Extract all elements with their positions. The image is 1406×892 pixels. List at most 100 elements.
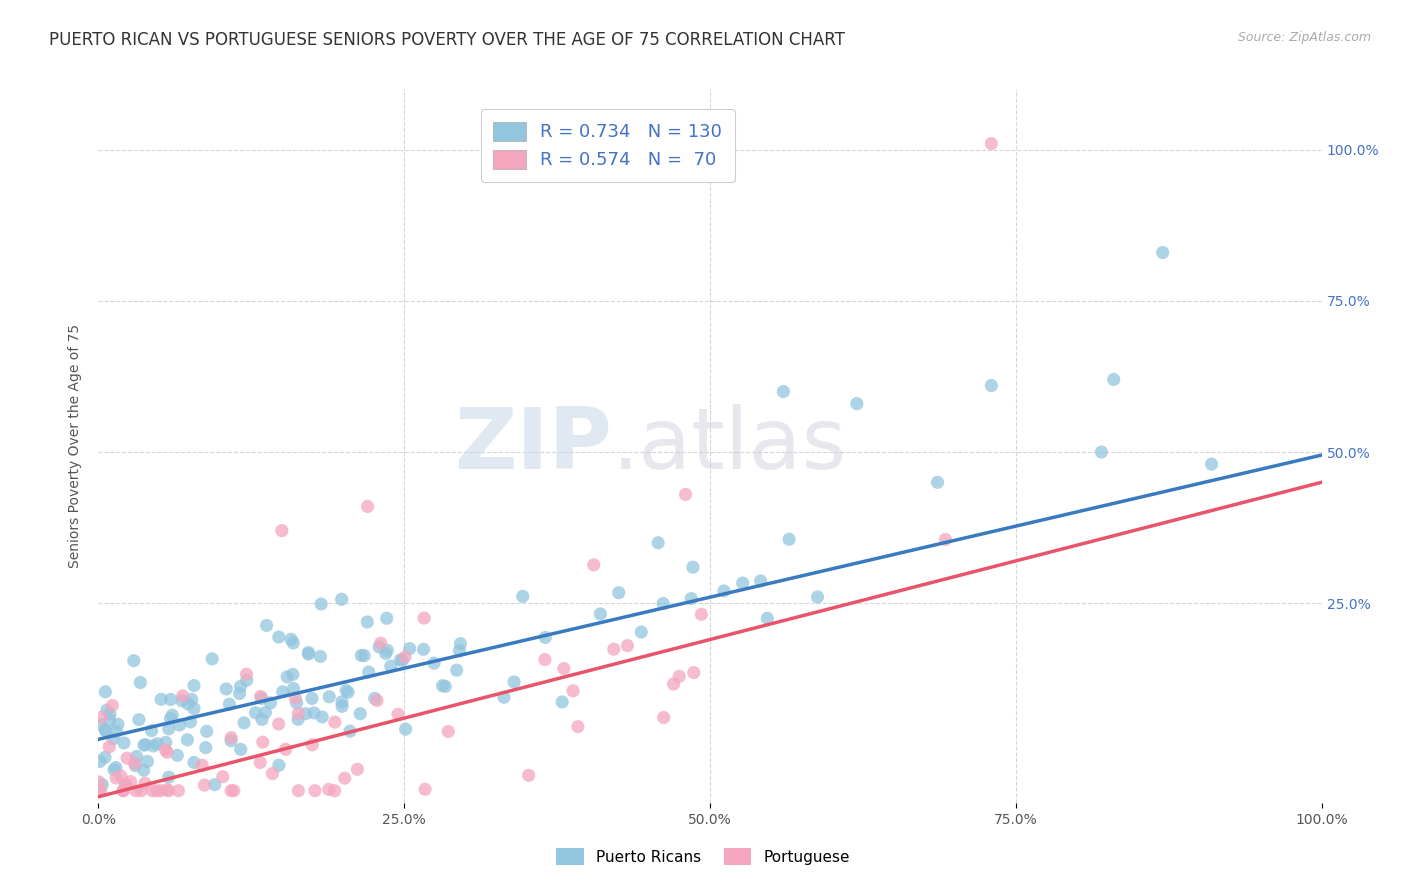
Point — [136, 755, 159, 769]
Point — [89, 755, 111, 769]
Point — [682, 560, 704, 574]
Point — [335, 683, 357, 698]
Point — [132, 738, 155, 752]
Point — [149, 783, 172, 797]
Point — [276, 670, 298, 684]
Point — [94, 685, 117, 699]
Point — [167, 783, 190, 797]
Point — [183, 701, 205, 715]
Point — [87, 774, 110, 789]
Point — [107, 717, 129, 731]
Point — [195, 724, 218, 739]
Point — [778, 533, 800, 547]
Point — [356, 500, 378, 514]
Point — [218, 697, 240, 711]
Point — [285, 696, 308, 710]
Point — [101, 698, 124, 713]
Point — [357, 665, 380, 679]
Point — [616, 639, 638, 653]
Point — [647, 536, 669, 550]
Point — [101, 731, 124, 746]
Point — [682, 665, 704, 680]
Point — [318, 782, 340, 797]
Point — [204, 778, 226, 792]
Point — [270, 524, 294, 538]
Point — [155, 735, 177, 749]
Point — [304, 783, 326, 797]
Point — [104, 761, 127, 775]
Point — [177, 697, 200, 711]
Point — [115, 751, 138, 765]
Point — [394, 722, 416, 736]
Point — [103, 763, 125, 777]
Point — [250, 691, 273, 706]
Point — [330, 592, 353, 607]
Point — [183, 679, 205, 693]
Point — [125, 749, 148, 764]
Point — [114, 777, 136, 791]
Point — [180, 692, 202, 706]
Point — [259, 696, 281, 710]
Point — [87, 783, 110, 797]
Point — [375, 611, 398, 625]
Point — [934, 533, 956, 547]
Point — [413, 611, 436, 625]
Point — [375, 643, 398, 657]
Point — [394, 650, 416, 665]
Point — [98, 739, 121, 754]
Point — [166, 748, 188, 763]
Point — [437, 724, 460, 739]
Point — [194, 740, 217, 755]
Point — [112, 736, 135, 750]
Point — [283, 681, 305, 696]
Point — [150, 692, 173, 706]
Point — [157, 722, 180, 736]
Point — [363, 691, 385, 706]
Point — [772, 384, 794, 399]
Point — [94, 723, 117, 738]
Point — [211, 770, 233, 784]
Point — [219, 783, 242, 797]
Point — [652, 597, 675, 611]
Point — [412, 642, 434, 657]
Point — [134, 776, 156, 790]
Point — [159, 692, 181, 706]
Point — [267, 630, 290, 644]
Point — [330, 695, 353, 709]
Point — [690, 607, 713, 622]
Point — [423, 656, 446, 670]
Point — [229, 742, 252, 756]
Point — [249, 690, 271, 704]
Point — [254, 706, 277, 720]
Point — [271, 685, 294, 699]
Point — [250, 713, 273, 727]
Point — [589, 607, 612, 621]
Point — [142, 739, 165, 753]
Point — [980, 136, 1002, 151]
Point — [368, 640, 391, 654]
Point — [756, 611, 779, 625]
Point — [170, 694, 193, 708]
Point — [309, 649, 332, 664]
Point — [553, 662, 575, 676]
Point — [806, 590, 828, 604]
Point — [295, 706, 318, 721]
Point — [323, 783, 346, 797]
Point — [434, 679, 457, 693]
Point — [172, 689, 194, 703]
Point — [323, 715, 346, 730]
Point — [287, 712, 309, 726]
Legend: R = 0.734   N = 130, R = 0.574   N =  70: R = 0.734 N = 130, R = 0.574 N = 70 — [481, 109, 734, 182]
Point — [391, 653, 413, 667]
Point — [146, 737, 169, 751]
Point — [156, 745, 179, 759]
Point — [297, 646, 319, 660]
Point — [284, 691, 307, 706]
Point — [681, 591, 703, 606]
Point — [845, 397, 868, 411]
Point — [607, 585, 630, 599]
Point — [267, 758, 290, 772]
Point — [450, 637, 472, 651]
Point — [112, 783, 135, 797]
Point — [1201, 457, 1223, 471]
